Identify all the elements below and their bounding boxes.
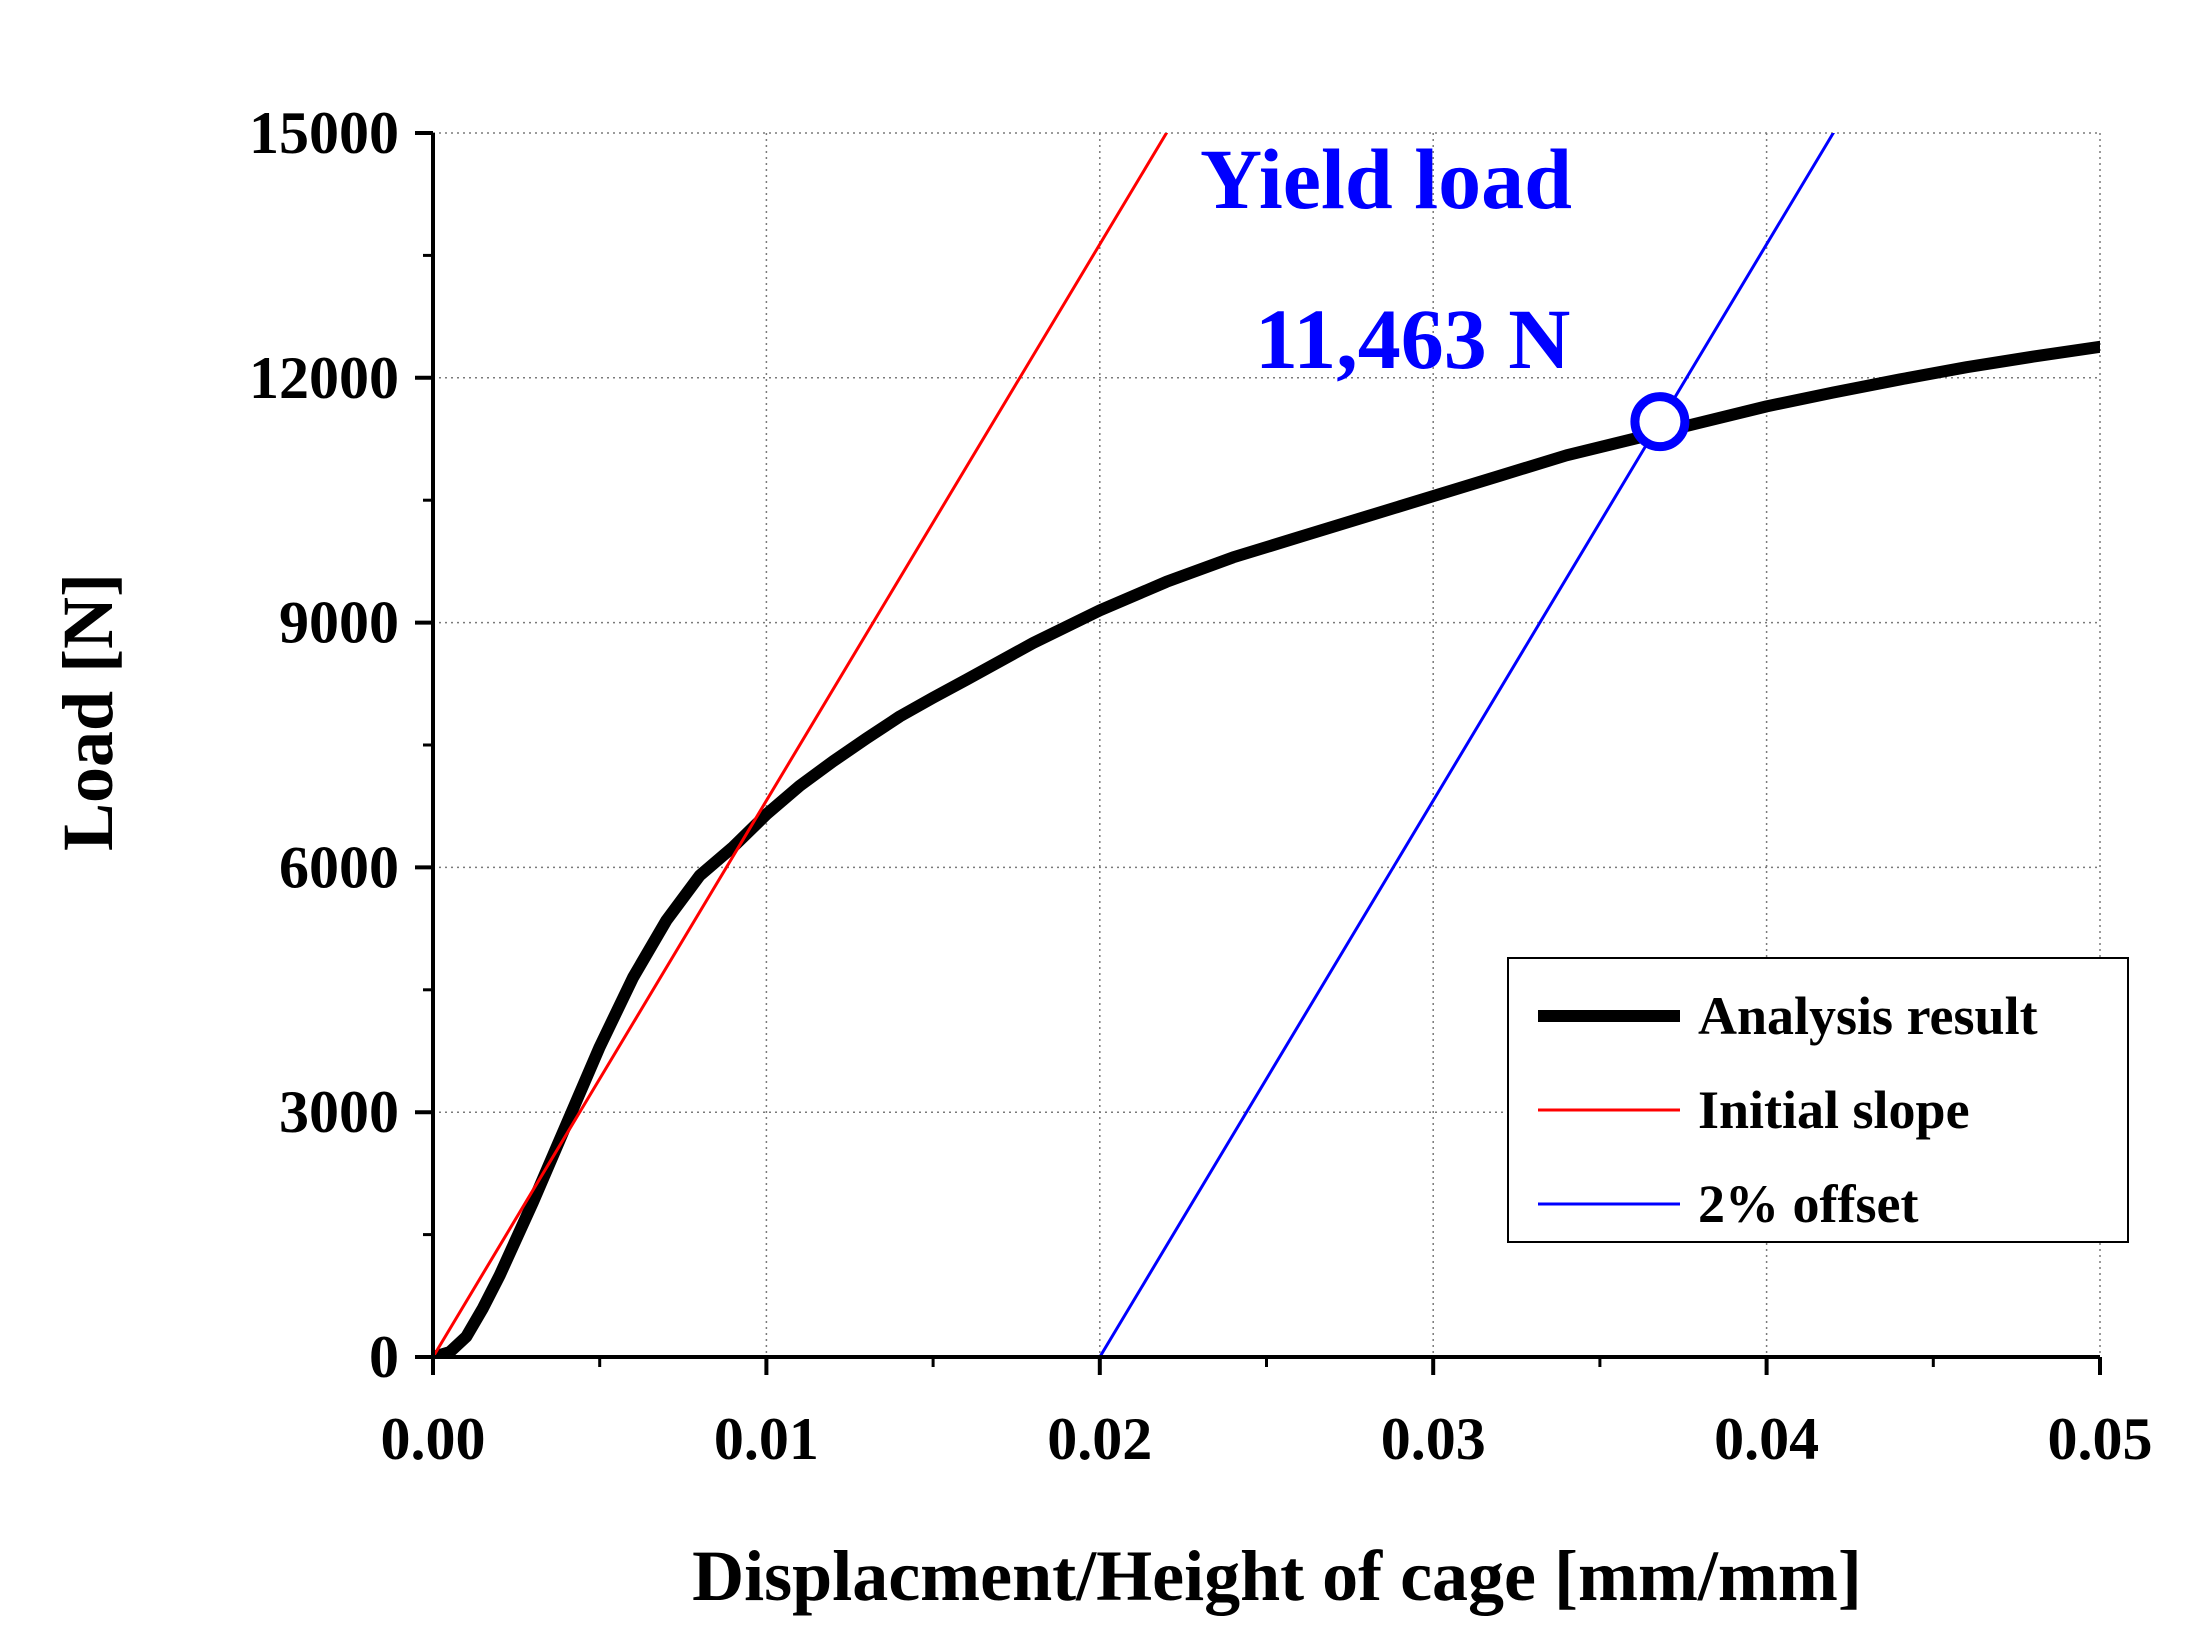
y-tick-label: 15000 [249, 100, 399, 166]
y-tick-label: 0 [369, 1324, 399, 1390]
axes: 0.00 0.01 0.02 0.03 0.04 0.05 0 3000 6000 9000 120… [249, 100, 2153, 1472]
x-tick-label: 0.02 [1047, 1406, 1152, 1472]
x-tick-label: 0.04 [1714, 1406, 1819, 1472]
x-tick-label: 0.01 [714, 1406, 819, 1472]
series-line-analysis-result [433, 340, 2100, 1357]
legend-label-initial-slope: Initial slope [1698, 1080, 1970, 1140]
yield-load-annotation: Yield load [1200, 131, 1572, 227]
y-tick-label: 3000 [279, 1079, 399, 1145]
legend-label-2pct-offset: 2% offset [1698, 1174, 1918, 1234]
x-tick-label: 0.05 [2048, 1406, 2153, 1472]
legend: Analysis result Initial slope 2% offset [1507, 957, 2129, 1243]
y-tick-label: 6000 [279, 834, 399, 900]
yield-point-marker [1630, 392, 1690, 452]
x-tick-label: 0.03 [1381, 1406, 1486, 1472]
y-axis-title: Load [N] [48, 573, 128, 851]
series-line-2-offset [1098, 133, 1835, 1357]
legend-label-analysis-result: Analysis result [1698, 986, 2038, 1046]
x-tick-label: 0.00 [381, 1406, 486, 1472]
series-layer [433, 133, 2100, 1357]
y-tick-label: 9000 [279, 590, 399, 656]
yield-value-annotation: 11,463 N [1255, 291, 1570, 387]
x-axis-title: Displacment/Height of cage [mm/mm] [692, 1536, 1862, 1616]
legend-box [1507, 957, 2129, 1243]
series-line-initial-slope [433, 133, 1168, 1357]
y-tick-label: 12000 [249, 345, 399, 411]
